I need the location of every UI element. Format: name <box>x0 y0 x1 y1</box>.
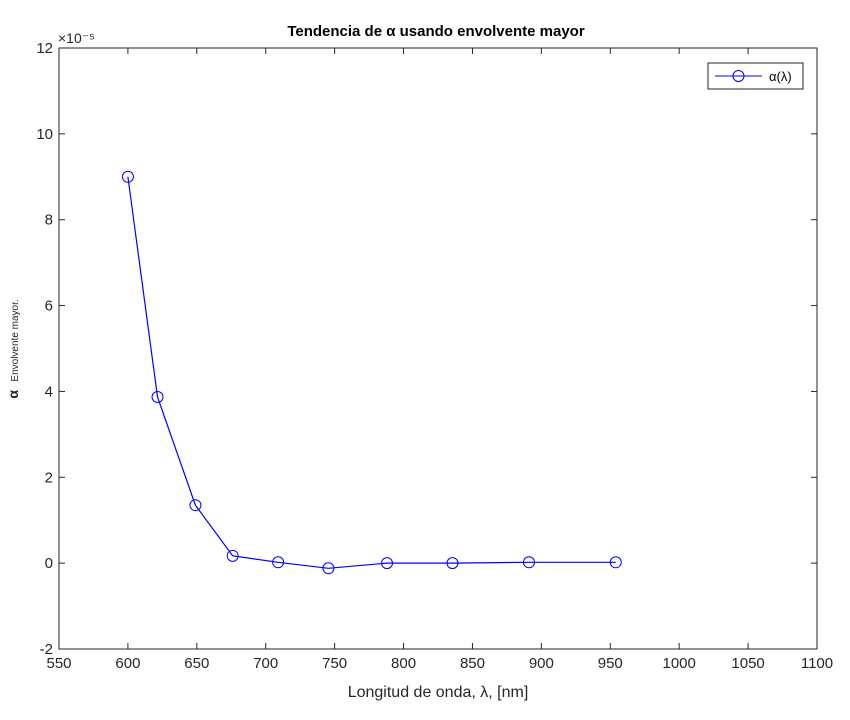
chart-title: Tendencia de α usando envolvente mayor <box>287 23 585 40</box>
y-tick-label: -2 <box>40 641 53 658</box>
x-tick-label: 600 <box>115 655 140 672</box>
x-tick-label: 700 <box>253 655 278 672</box>
x-tick-label: 1050 <box>731 655 764 672</box>
x-tick-label: 850 <box>460 655 485 672</box>
y-axis-exponent: ×10⁻⁵ <box>58 30 95 46</box>
plot-area <box>58 47 818 650</box>
y-axis-label-main: α <box>5 390 21 399</box>
legend-marker-sample <box>732 70 745 82</box>
legend-label: α(λ) <box>769 69 792 84</box>
legend[interactable]: α(λ) <box>707 62 804 90</box>
x-tick-label: 800 <box>391 655 416 672</box>
x-axis-ticks: 550 600 650 700 750 800 850 900 950 1000 1050 1100 <box>46 48 833 672</box>
x-tick-label: 900 <box>529 655 554 672</box>
x-tick-label: 1000 <box>662 655 695 672</box>
y-axis-ticks: -2 0 2 4 6 8 10 12 <box>36 40 817 658</box>
x-tick-label: 950 <box>598 655 623 672</box>
data-point <box>446 557 459 570</box>
y-tick-label: 4 <box>45 383 53 400</box>
x-tick-label: 650 <box>184 655 209 672</box>
data-point <box>121 170 134 183</box>
series-layer <box>121 170 622 575</box>
data-point <box>522 556 535 569</box>
x-axis-label: Longitud de onda, λ, [nm] <box>348 684 529 701</box>
x-tick-label: 550 <box>46 655 71 672</box>
data-point <box>272 556 285 569</box>
data-point <box>151 391 164 404</box>
x-tick-label: 1100 <box>801 655 833 672</box>
data-point <box>609 556 622 569</box>
y-tick-label: 2 <box>45 469 53 486</box>
y-axis-label: α Envolvente mayor. <box>5 299 22 398</box>
data-point <box>189 499 202 512</box>
y-axis-label-sub: Envolvente mayor. <box>10 299 21 381</box>
x-tick-label: 750 <box>322 655 347 672</box>
y-tick-label: 8 <box>45 212 53 229</box>
y-tick-label: 0 <box>45 555 53 572</box>
y-tick-label: 12 <box>36 40 53 57</box>
series-line <box>127 176 616 569</box>
data-point <box>381 557 394 570</box>
data-point <box>226 549 239 562</box>
y-tick-label: 6 <box>45 298 53 315</box>
y-tick-label: 10 <box>36 126 53 143</box>
data-point <box>322 562 335 575</box>
